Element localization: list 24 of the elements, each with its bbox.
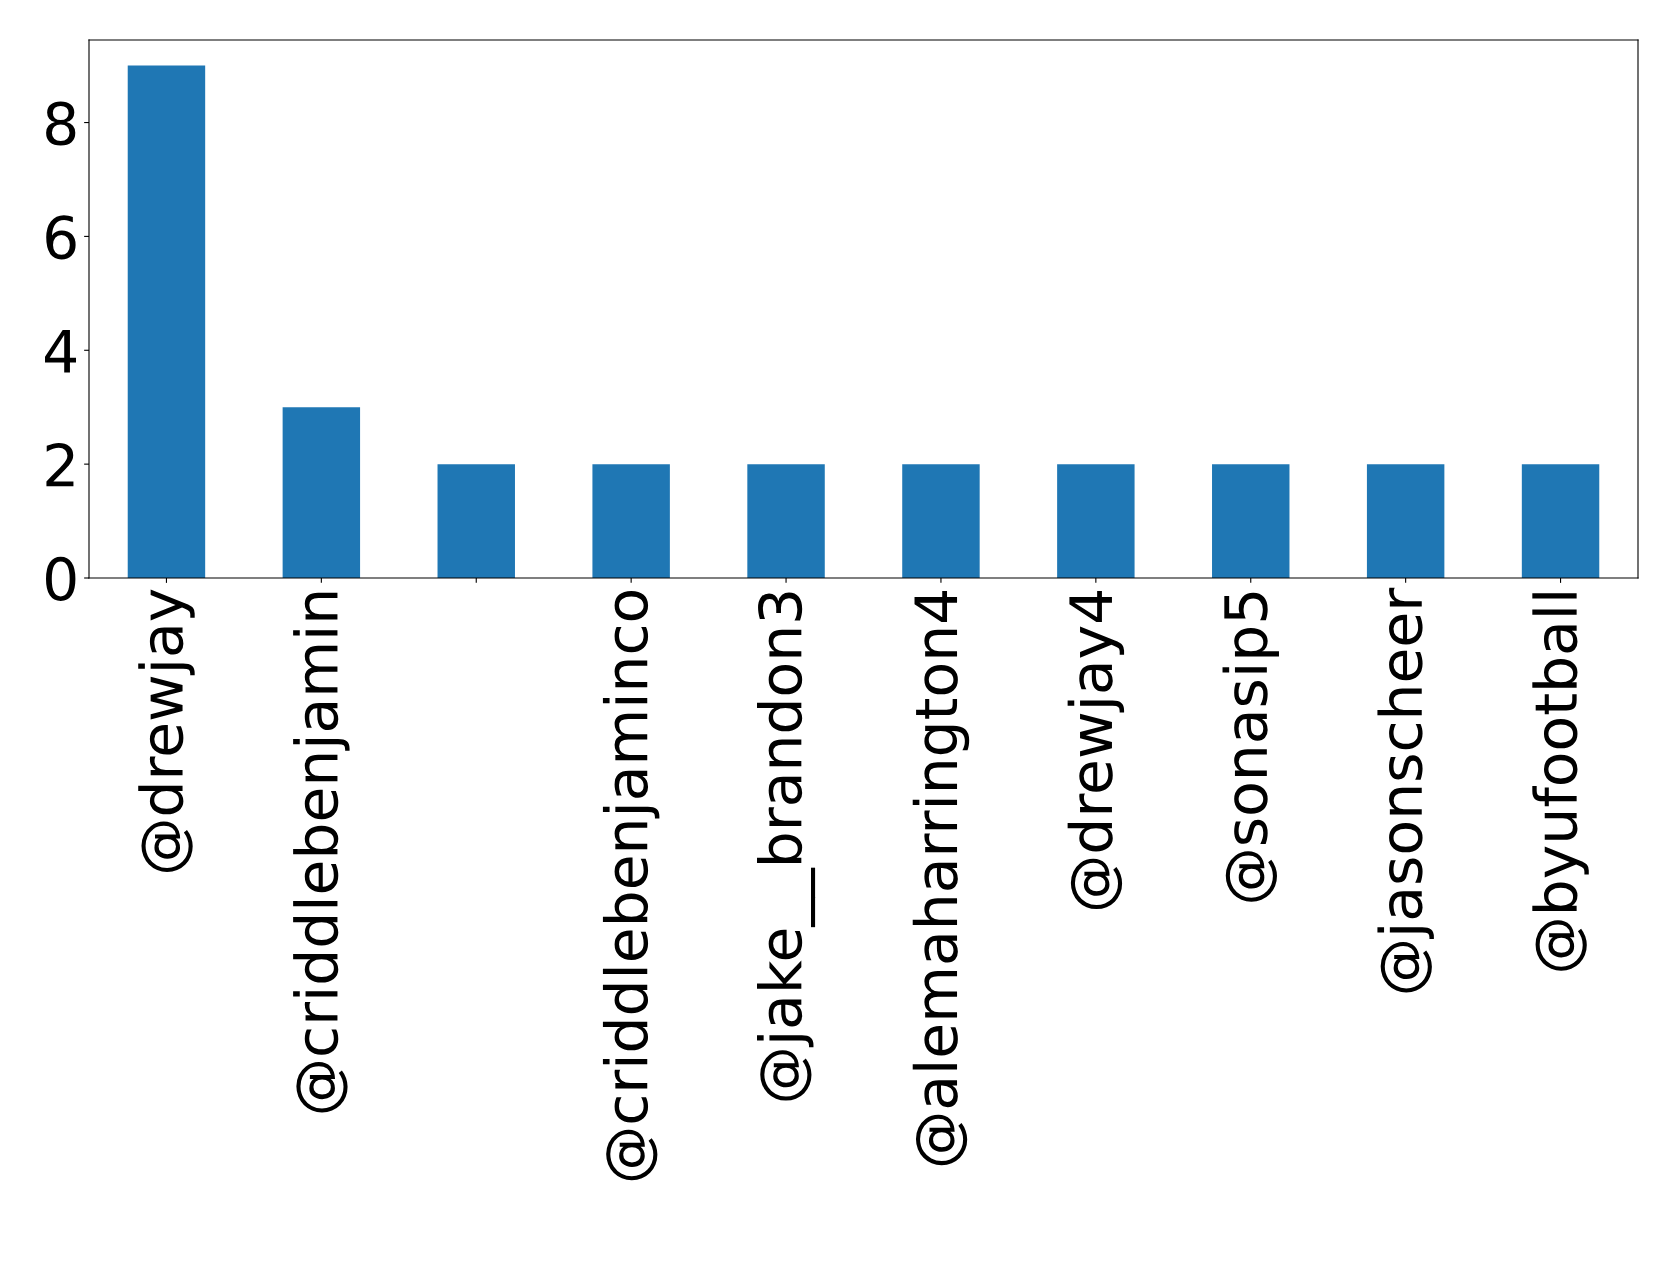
x-tick-label: @criddlebenjaminco <box>602 590 660 1181</box>
bar <box>127 65 206 578</box>
y-tick-label: 6 <box>46 215 76 260</box>
x-tick-label: @criddlebenjamin <box>293 592 350 1113</box>
x-tick-label: @jake__brandon3 <box>757 592 816 1101</box>
x-tick-label: @drewjay <box>138 589 195 872</box>
bar <box>1366 464 1445 578</box>
bar <box>437 464 515 578</box>
bar <box>592 464 670 578</box>
bar <box>282 407 361 578</box>
y-tick-label: 8 <box>46 101 76 146</box>
bar <box>902 464 980 578</box>
bar <box>1212 464 1290 578</box>
x-tick-label: @sonasip5 <box>1222 592 1279 902</box>
x-tick-label: @jasonscheer <box>1377 587 1434 993</box>
bar <box>1057 464 1135 578</box>
y-tick-label: 4 <box>45 329 77 373</box>
bar <box>1521 464 1600 578</box>
y-tick-label: 2 <box>46 443 74 487</box>
bar <box>747 464 825 578</box>
x-tick-label: @byufootball <box>1532 593 1589 971</box>
x-tick-label: @alemaharrington4 <box>912 590 970 1166</box>
x-tick-label: @drewjay4 <box>1067 591 1125 910</box>
y-tick-label: 0 <box>46 556 76 601</box>
